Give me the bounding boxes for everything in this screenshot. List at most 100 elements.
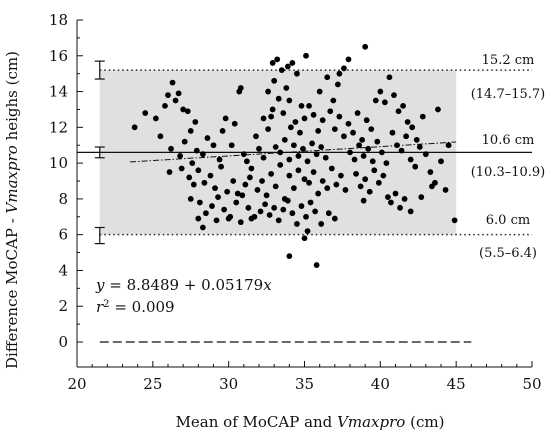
data-point [331, 215, 338, 222]
data-point [262, 201, 268, 208]
data-point [286, 172, 293, 179]
x-tick-label: 40 [371, 375, 390, 393]
data-point [350, 129, 356, 136]
data-point [368, 126, 375, 133]
data-point [239, 192, 246, 199]
data-point [210, 142, 217, 149]
y-tick-label: 8 [58, 190, 68, 208]
y-tick-label: 18 [49, 11, 68, 29]
data-point [359, 136, 366, 143]
data-point [407, 156, 414, 163]
data-point [280, 110, 287, 116]
data-point [413, 136, 420, 143]
data-point [225, 215, 232, 222]
data-point [280, 206, 287, 213]
labels-layer: 0 2 4 6 8 10 12 14 16 18 20 25 30 35 40 45 50 [49, 11, 542, 393]
data-point [294, 221, 300, 227]
data-point [278, 67, 285, 73]
data-point [271, 204, 278, 211]
data-point [304, 158, 311, 165]
data-point [298, 203, 305, 209]
upper-ci-bar [94, 60, 105, 80]
data-point [345, 120, 352, 127]
data-point [218, 163, 224, 170]
data-point [303, 213, 309, 220]
data-point [286, 97, 293, 104]
data-point [184, 108, 191, 115]
data-point [247, 174, 253, 181]
data-point [328, 165, 335, 172]
data-point [272, 183, 279, 190]
data-point [215, 194, 221, 201]
data-point [324, 74, 331, 81]
data-point [298, 102, 305, 109]
data-point [131, 124, 138, 131]
data-point [237, 219, 244, 226]
data-point [196, 199, 203, 206]
data-point [172, 97, 179, 104]
lower-limit-ci-label: (5.5–6.4) [479, 246, 537, 261]
data-point [230, 178, 237, 184]
data-point [189, 160, 196, 167]
data-point [274, 56, 281, 63]
data-point [256, 145, 262, 152]
data-point [199, 151, 206, 158]
data-point [435, 106, 441, 113]
x-tick-label: 30 [219, 375, 238, 393]
data-point [295, 167, 302, 174]
data-point [438, 158, 444, 165]
data-point [327, 108, 334, 115]
data-point [394, 142, 400, 149]
upper-limit-ci-label: (14.7–15.7) [471, 87, 546, 102]
data-point [397, 204, 403, 211]
data-point [152, 115, 159, 122]
y-tick-label: 16 [49, 47, 68, 65]
data-point [175, 90, 182, 97]
data-point [207, 172, 214, 179]
data-point [248, 215, 255, 222]
data-point [269, 60, 276, 66]
data-point [286, 156, 293, 163]
data-point [301, 235, 308, 242]
data-point [277, 149, 284, 156]
data-point [345, 56, 352, 63]
data-point [165, 92, 171, 99]
x-tick-label: 45 [447, 375, 466, 393]
data-point [336, 70, 343, 77]
data-point [269, 106, 276, 113]
upper-limit-label: 15.2 cm [482, 53, 535, 68]
y-tick-label: 4 [58, 261, 68, 279]
data-point [166, 169, 173, 175]
data-point [234, 190, 241, 197]
data-point [422, 151, 429, 158]
data-point [412, 163, 419, 170]
data-point [404, 119, 411, 125]
data-point [306, 102, 312, 109]
data-point [451, 217, 458, 224]
x-tick-label: 20 [67, 375, 86, 393]
data-point [142, 110, 149, 116]
data-point [334, 81, 341, 88]
x-tick-label: 35 [295, 375, 314, 393]
x-tick-label: 50 [522, 375, 541, 393]
data-point [177, 153, 184, 159]
data-point [243, 158, 250, 165]
data-point [381, 99, 388, 106]
data-point [289, 60, 296, 66]
data-point [385, 194, 391, 201]
data-point [283, 85, 290, 91]
data-point [301, 176, 308, 183]
data-point [360, 197, 367, 204]
data-point [222, 115, 229, 122]
data-point [281, 136, 288, 143]
data-point [319, 178, 326, 184]
data-point [242, 181, 249, 188]
data-point [266, 212, 273, 218]
data-point [380, 172, 387, 179]
data-point [260, 115, 267, 122]
data-point [371, 167, 378, 174]
data-point [297, 129, 303, 136]
data-point [313, 262, 320, 268]
data-point [304, 228, 311, 234]
